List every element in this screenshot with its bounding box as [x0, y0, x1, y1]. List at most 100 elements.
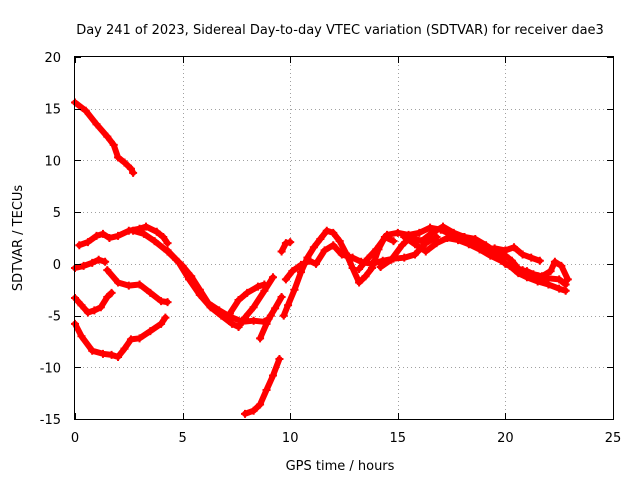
data-point — [355, 278, 364, 287]
data-point — [533, 277, 542, 286]
data-point — [120, 344, 129, 353]
data-point — [114, 278, 123, 287]
data-point — [135, 280, 144, 289]
data-point — [563, 275, 572, 284]
data-point — [266, 311, 275, 320]
data-point — [253, 282, 262, 291]
y-axis-label: SDTVAR / TECUs — [11, 185, 26, 292]
data-point — [243, 288, 252, 297]
data-point — [486, 251, 495, 260]
series-track-2 — [75, 222, 172, 250]
data-point — [101, 257, 110, 266]
data-point — [94, 255, 103, 264]
data-point — [296, 268, 305, 277]
data-point — [157, 297, 166, 306]
data-point — [185, 275, 194, 284]
series-line — [242, 356, 283, 417]
data-point — [348, 263, 357, 272]
data-point — [103, 132, 112, 141]
x-tick-label: 25 — [605, 431, 622, 446]
data-point — [241, 409, 250, 418]
data-point — [195, 290, 204, 299]
data-point — [387, 255, 396, 264]
data-point — [557, 261, 566, 270]
data-point — [271, 304, 280, 313]
data-point — [479, 245, 488, 254]
data-point — [217, 311, 226, 320]
series-track-5 — [71, 288, 116, 317]
series-line — [104, 267, 171, 306]
data-point — [103, 292, 112, 301]
data-point — [126, 164, 135, 173]
data-point — [225, 309, 234, 318]
data-point — [376, 262, 385, 271]
data-point — [417, 237, 426, 246]
data-point — [367, 259, 376, 268]
data-point — [284, 301, 293, 310]
data-point — [561, 286, 570, 295]
data-point — [163, 246, 172, 255]
data-point — [129, 168, 138, 177]
series-line — [164, 247, 276, 330]
data-point — [234, 322, 243, 331]
data-point — [527, 253, 536, 262]
y-tick-label: -15 — [40, 413, 61, 428]
data-point — [139, 229, 148, 238]
data-point — [322, 226, 331, 235]
series-track-7 — [129, 226, 286, 326]
data-point — [454, 236, 463, 245]
data-point — [398, 241, 407, 250]
data-point — [372, 245, 381, 254]
data-point — [90, 306, 99, 315]
data-point — [555, 284, 564, 293]
data-point — [449, 228, 458, 237]
data-point — [241, 313, 250, 322]
x-tick-label: 5 — [178, 431, 186, 446]
data-point — [296, 260, 305, 269]
data-point — [320, 246, 329, 255]
data-point — [107, 288, 116, 297]
data-point — [159, 232, 168, 241]
data-point — [129, 226, 138, 235]
data-point — [383, 230, 392, 239]
data-point — [501, 246, 510, 255]
data-point — [389, 237, 398, 246]
data-point — [206, 303, 215, 312]
series-line — [72, 314, 169, 360]
plot-frame — [74, 56, 614, 420]
y-tick-label: -5 — [48, 310, 61, 325]
series-track-17 — [400, 232, 570, 295]
series-layer — [71, 98, 572, 418]
data-point — [275, 355, 284, 364]
data-point — [281, 275, 290, 284]
data-point — [107, 350, 116, 359]
grid-layer — [75, 57, 613, 419]
y-tick-label: 20 — [44, 51, 61, 66]
data-point — [355, 265, 364, 274]
data-point — [249, 303, 258, 312]
series-track-18 — [479, 243, 544, 265]
data-point — [281, 239, 290, 248]
data-point — [124, 281, 133, 290]
data-point — [312, 259, 321, 268]
data-point — [426, 223, 435, 232]
data-point — [400, 253, 409, 262]
series-track-3 — [71, 255, 110, 272]
data-point — [92, 120, 101, 129]
data-point — [361, 272, 370, 281]
data-point — [428, 228, 437, 237]
data-point — [77, 301, 86, 310]
data-point — [114, 153, 123, 162]
y-tick-label: -10 — [40, 361, 61, 376]
data-point — [286, 238, 295, 247]
data-point — [490, 244, 499, 253]
data-point — [316, 235, 325, 244]
data-point — [268, 371, 277, 380]
data-point — [268, 273, 277, 282]
data-point — [400, 232, 409, 241]
data-point — [157, 319, 166, 328]
data-point — [535, 256, 544, 265]
data-point — [88, 346, 97, 355]
data-point — [546, 267, 555, 276]
